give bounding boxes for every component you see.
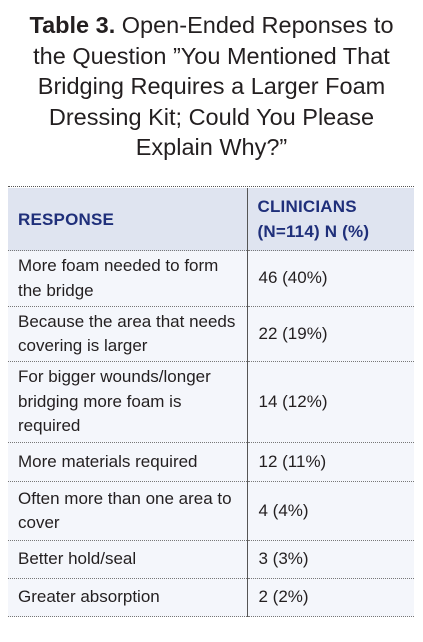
clinicians-column-header: CLINICIANS (N=114) N (%) xyxy=(247,188,414,251)
value-cell: 22 (19%) xyxy=(247,306,414,362)
response-cell: Often more than one area to cover xyxy=(8,481,248,541)
value-cell: 14 (12%) xyxy=(247,361,414,443)
header-row: RESPONSE CLINICIANS (N=114) N (%) xyxy=(8,188,414,251)
table-row: More materials required 12 (11%) xyxy=(8,442,414,482)
response-column-header: RESPONSE xyxy=(8,188,248,251)
table-row: Often more than one area to cover 4 (4%) xyxy=(8,481,414,541)
top-divider xyxy=(8,186,414,187)
response-cell: More foam needed to form the bridge xyxy=(8,250,248,307)
responses-table: RESPONSE CLINICIANS (N=114) N (%) More f… xyxy=(8,188,414,617)
table-caption: Open-Ended Reponses to the Question ”You… xyxy=(33,12,394,160)
value-cell: 4 (4%) xyxy=(247,481,414,541)
table-row: Better hold/seal 3 (3%) xyxy=(8,540,414,579)
response-cell: Because the area that needs covering is … xyxy=(8,306,248,362)
table-row: Because the area that needs covering is … xyxy=(8,306,414,362)
table-label: Table 3. xyxy=(29,12,116,38)
table-row: More foam needed to form the bridge 46 (… xyxy=(8,250,414,307)
value-cell: 12 (11%) xyxy=(247,442,414,482)
table-row: For bigger wounds/longer bridging more f… xyxy=(8,361,414,443)
response-cell: For bigger wounds/longer bridging more f… xyxy=(8,361,248,443)
value-cell: 2 (2%) xyxy=(247,578,414,617)
response-cell: More materials required xyxy=(8,442,248,482)
response-cell: Better hold/seal xyxy=(8,540,248,579)
response-cell: Greater absorption xyxy=(8,578,248,617)
table-row: Greater absorption 2 (2%) xyxy=(8,578,414,617)
table-title: Table 3. Open-Ended Reponses to the Ques… xyxy=(10,10,413,163)
value-cell: 3 (3%) xyxy=(247,540,414,579)
value-cell: 46 (40%) xyxy=(247,250,414,307)
